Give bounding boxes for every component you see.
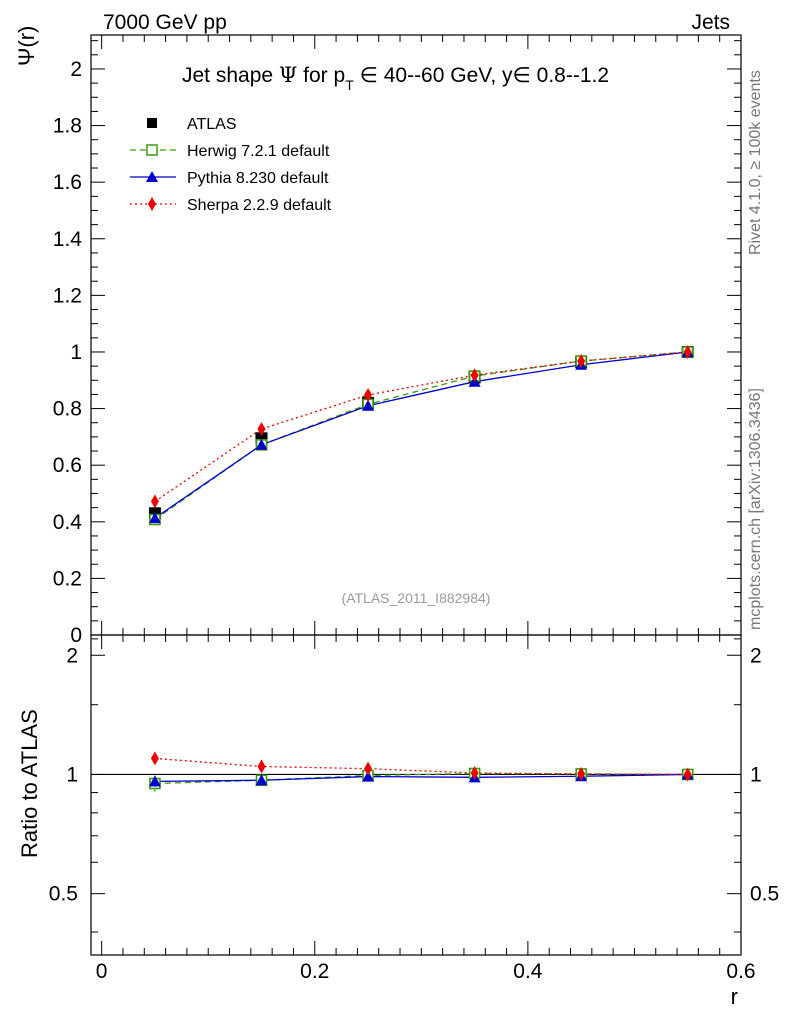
pythia-ratio-point	[255, 774, 268, 786]
y-tick-label: 0.6	[53, 454, 82, 477]
plot-title: Jet shape Ψ for pT ∈ 40--60 GeV, y∈ 0.8-…	[182, 63, 609, 93]
x-axis-title: r	[731, 984, 738, 1009]
legend-marker-sherpa	[148, 197, 156, 211]
sherpa-point	[683, 344, 692, 359]
series-line-pythia	[154, 351, 688, 519]
analysis-id-label: (ATLAS_2011_I882984)	[342, 590, 491, 606]
ratio-tick-label-right: 2	[750, 644, 762, 667]
y-tick-label: 1.4	[53, 228, 83, 251]
ratio-tick-label-right: 1	[750, 763, 762, 786]
ratio-line-pythia	[154, 773, 688, 783]
sherpa-ratio-point	[364, 761, 373, 776]
ratio-tick-label: 2	[66, 644, 78, 667]
sherpa-ratio-point	[577, 766, 586, 781]
y-tick-label: 0.2	[53, 567, 82, 590]
ratio-axis-title: Ratio to ATLAS	[17, 709, 42, 858]
x-tick-label: 0.4	[513, 960, 543, 983]
header-energy-label: 7000 GeV pp	[103, 11, 227, 34]
legend-entry-herwig: Herwig 7.2.1 default	[130, 143, 330, 160]
legend-marker-herwig	[146, 144, 158, 156]
legend-label-atlas: ATLAS	[187, 116, 237, 133]
y-tick-label: 1	[70, 341, 82, 364]
pythia-point	[255, 438, 268, 450]
y-tick-label: 0.8	[53, 398, 82, 421]
series-line-herwig	[154, 351, 688, 521]
sherpa-ratio-point	[257, 759, 266, 774]
axes-layer: 00.20.40.60.811.21.41.61.820 0.2 0.4 0.60.5…	[49, 35, 779, 983]
ratio-tick-label: 0.5	[49, 883, 78, 906]
y-tick-label: 1.2	[53, 284, 82, 307]
sherpa-point	[150, 494, 159, 509]
data-layer	[148, 344, 694, 792]
sherpa-ratio-point	[470, 765, 479, 780]
series-line-sherpa	[154, 351, 688, 502]
sherpa-point	[470, 368, 479, 383]
y-tick-label: 2	[70, 58, 82, 81]
ratio-tick-label-right: 0.5	[750, 883, 779, 906]
sherpa-ratio-point	[150, 751, 159, 766]
legend-entry-atlas: ATLAS	[147, 116, 237, 133]
sherpa-point	[364, 388, 373, 402]
legend-label-sherpa: Sherpa 2.2.9 default	[187, 197, 332, 214]
legend-entry-sherpa: Sherpa 2.2.9 default	[130, 197, 332, 214]
legend-label-herwig: Herwig 7.2.1 default	[187, 143, 330, 160]
y-axis-title: Ψ(r)	[14, 26, 39, 66]
mcplots-reference-label: mcplots.cern.ch [arXiv:1306.3436]	[747, 388, 764, 630]
sherpa-ratio-point	[683, 767, 692, 782]
legend-label-pythia: Pythia 8.230 default	[187, 170, 329, 187]
pythia-point	[148, 512, 161, 524]
rivet-version-label: Rivet 4.1.0, ≥ 100k events	[747, 70, 764, 255]
ratio-line-herwig	[154, 772, 688, 785]
x-tick-label: 0	[96, 960, 108, 983]
ratio-tick-label: 1	[66, 763, 78, 786]
y-tick-label: 0.4	[53, 511, 83, 534]
pythia-point	[362, 399, 375, 411]
pythia-ratio-point	[148, 775, 161, 787]
ratio-panel-frame	[90, 634, 742, 956]
y-tick-label: 1.6	[53, 171, 82, 194]
y-tick-label: 1.8	[53, 115, 82, 138]
x-tick-label: 0.6	[726, 960, 755, 983]
x-tick-label: 0.2	[300, 960, 329, 983]
legend-marker-atlas	[147, 118, 157, 128]
header-jets-label: Jets	[691, 11, 730, 34]
y-tick-label: 0	[70, 624, 82, 647]
legend: ATLAS Herwig 7.2.1 default Pythia 8.230 …	[130, 116, 332, 214]
legend-marker-pythia	[146, 171, 158, 182]
ratio-line-sherpa	[154, 757, 688, 776]
legend-entry-pythia: Pythia 8.230 default	[130, 170, 329, 187]
sherpa-point	[257, 421, 266, 436]
sherpa-point	[577, 354, 586, 369]
pythia-ratio-point	[362, 770, 375, 782]
